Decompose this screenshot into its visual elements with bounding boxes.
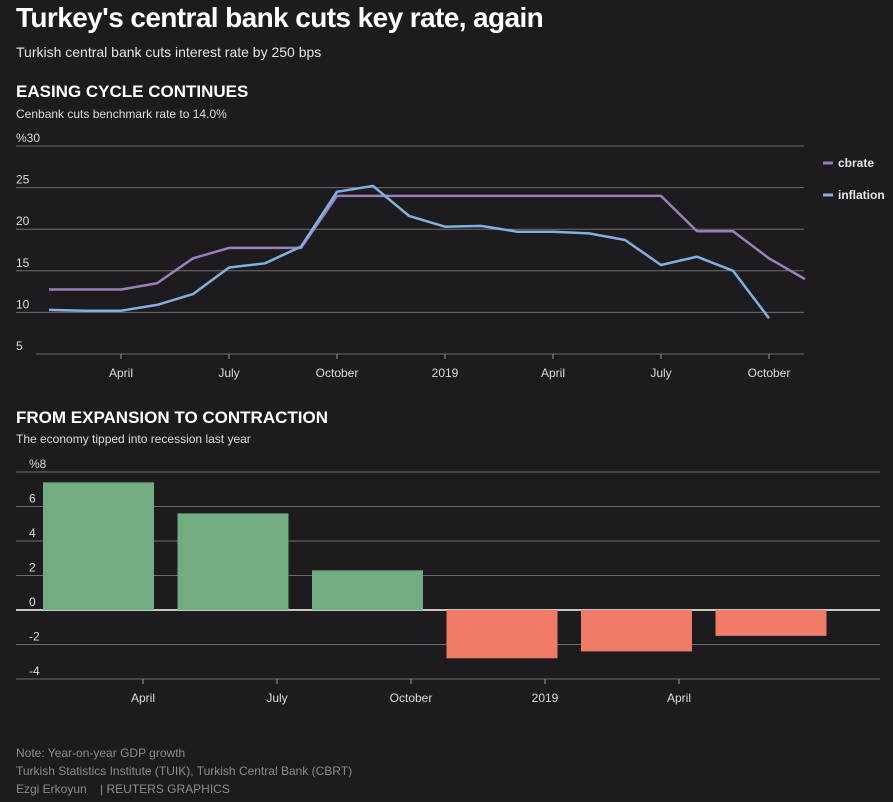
bar (43, 482, 154, 610)
y-tick-label: -2 (29, 630, 40, 644)
x-tick-label: April (667, 691, 691, 705)
y-tick-label: %8 (29, 457, 47, 471)
x-tick-label: October (390, 691, 433, 705)
x-tick-label: July (218, 366, 239, 380)
x-tick-label: 2019 (432, 366, 459, 380)
line-chart: %30 25 20 15 10 5 April July October 2019 April Jul… (16, 131, 885, 380)
line-chart-subtitle: Cenbank cuts benchmark rate to 14.0% (16, 107, 227, 121)
y-tick-label: 6 (29, 492, 36, 506)
x-tick-label: October (748, 366, 791, 380)
footer-source: Turkish Statistics Institute (TUIK), Tur… (16, 764, 353, 778)
x-tick-label: October (316, 366, 359, 380)
inflation-line (48, 184, 770, 319)
page-subtitle: Turkish central bank cuts interest rate … (16, 44, 322, 60)
bar-chart: %8 6 4 2 0 -2 -4 April July October 2019 April (16, 457, 880, 705)
y-tick-label: 5 (16, 339, 23, 353)
line-chart-title: EASING CYCLE CONTINUES (16, 82, 249, 101)
legend-label: cbrate (838, 156, 874, 170)
footer-credit: Ezgi Erkoyun | REUTERS GRAPHICS (16, 782, 230, 796)
x-tick-label: April (131, 691, 155, 705)
page-title: Turkey's central bank cuts key rate, aga… (16, 2, 544, 33)
bar (715, 610, 827, 636)
x-tick-label: July (650, 366, 671, 380)
x-tick-label: April (109, 366, 133, 380)
cbrate-line (49, 194, 806, 291)
y-tick-label: 4 (29, 526, 36, 540)
bar-chart-subtitle: The economy tipped into recession last y… (16, 432, 251, 446)
x-tick-label: July (266, 691, 287, 705)
bar (177, 513, 289, 610)
bar (581, 610, 692, 652)
y-tick-label: -4 (29, 664, 40, 678)
x-tick-label: April (541, 366, 565, 380)
y-tick-label: 0 (29, 595, 36, 609)
bar (446, 610, 558, 659)
y-tick-label: 25 (16, 173, 30, 187)
y-tick-label: 15 (16, 256, 30, 270)
bar (312, 570, 423, 610)
y-tick-label: 20 (16, 214, 30, 228)
bar-chart-title: FROM EXPANSION TO CONTRACTION (16, 408, 328, 427)
legend-label: inflation (838, 188, 885, 202)
x-tick-label: 2019 (532, 691, 559, 705)
footer-note: Note: Year-on-year GDP growth (16, 746, 186, 760)
y-tick-label: 10 (16, 297, 30, 311)
y-tick-label: 2 (29, 561, 36, 575)
y-tick-label: %30 (16, 131, 40, 145)
